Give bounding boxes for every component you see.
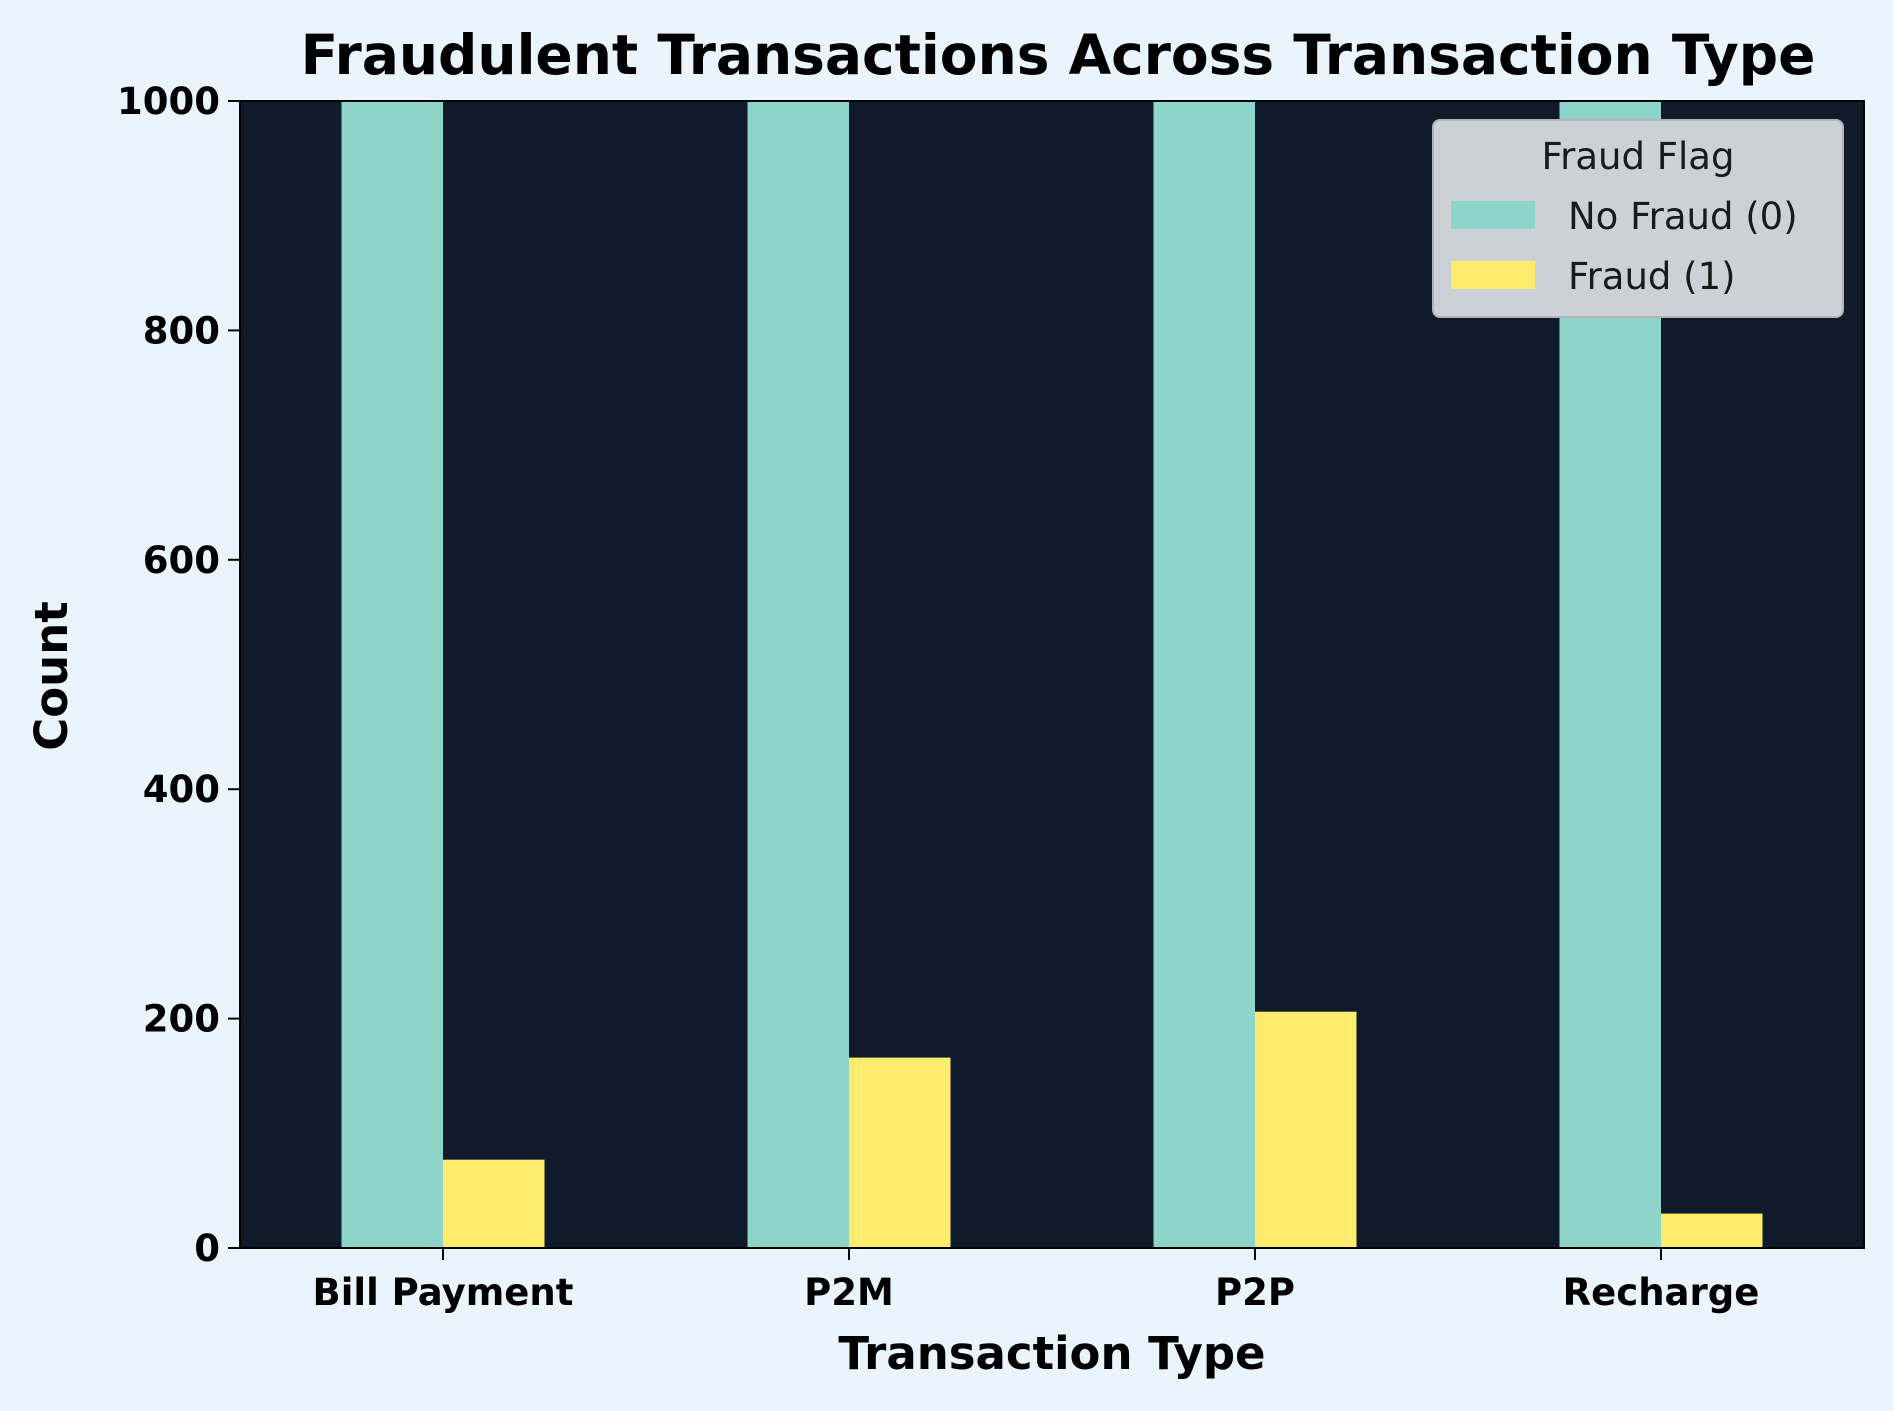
axes-group: Bill Payment P2M P2P Recharge 0 200 400 600 800 1…	[117, 80, 1865, 1314]
x-tick-label: Recharge	[1563, 1271, 1760, 1314]
bar-p2p-fraud	[1255, 1011, 1357, 1248]
bar-p2p-no-fraud	[1153, 101, 1255, 1248]
y-axis-label: Count	[25, 601, 78, 751]
chart-title: Fraudulent Transactions Across Transacti…	[301, 23, 1816, 87]
legend: Fraud Flag No Fraud (0) Fraud (1)	[1432, 119, 1844, 318]
y-tick-label: 800	[143, 309, 220, 352]
bars-group	[341, 101, 1763, 1248]
legend-swatch-fraud	[1451, 261, 1535, 289]
x-tick-label: P2M	[804, 1271, 894, 1314]
legend-title: Fraud Flag	[1542, 135, 1735, 178]
y-tick-label: 200	[143, 998, 220, 1041]
bar-bill-payment-fraud	[443, 1159, 545, 1248]
legend-swatch-no-fraud	[1451, 201, 1535, 229]
bar-p2m-no-fraud	[747, 101, 849, 1248]
y-tick-label: 0	[194, 1227, 220, 1270]
y-tick-label: 1000	[117, 80, 220, 123]
plot-frame	[239, 100, 1865, 1249]
bar-recharge-fraud	[1661, 1213, 1763, 1248]
legend-label-fraud: Fraud (1)	[1568, 255, 1736, 298]
legend-box	[1432, 119, 1844, 318]
y-tick-label: 400	[143, 768, 220, 811]
x-tick-label: Bill Payment	[313, 1271, 574, 1314]
bar-bill-payment-no-fraud	[341, 101, 443, 1248]
y-tick-label: 600	[143, 539, 220, 582]
bar-p2m-fraud	[849, 1057, 951, 1248]
legend-label-no-fraud: No Fraud (0)	[1568, 195, 1798, 238]
x-axis-label: Transaction Type	[838, 1327, 1265, 1380]
x-tick-label: P2P	[1215, 1271, 1295, 1314]
